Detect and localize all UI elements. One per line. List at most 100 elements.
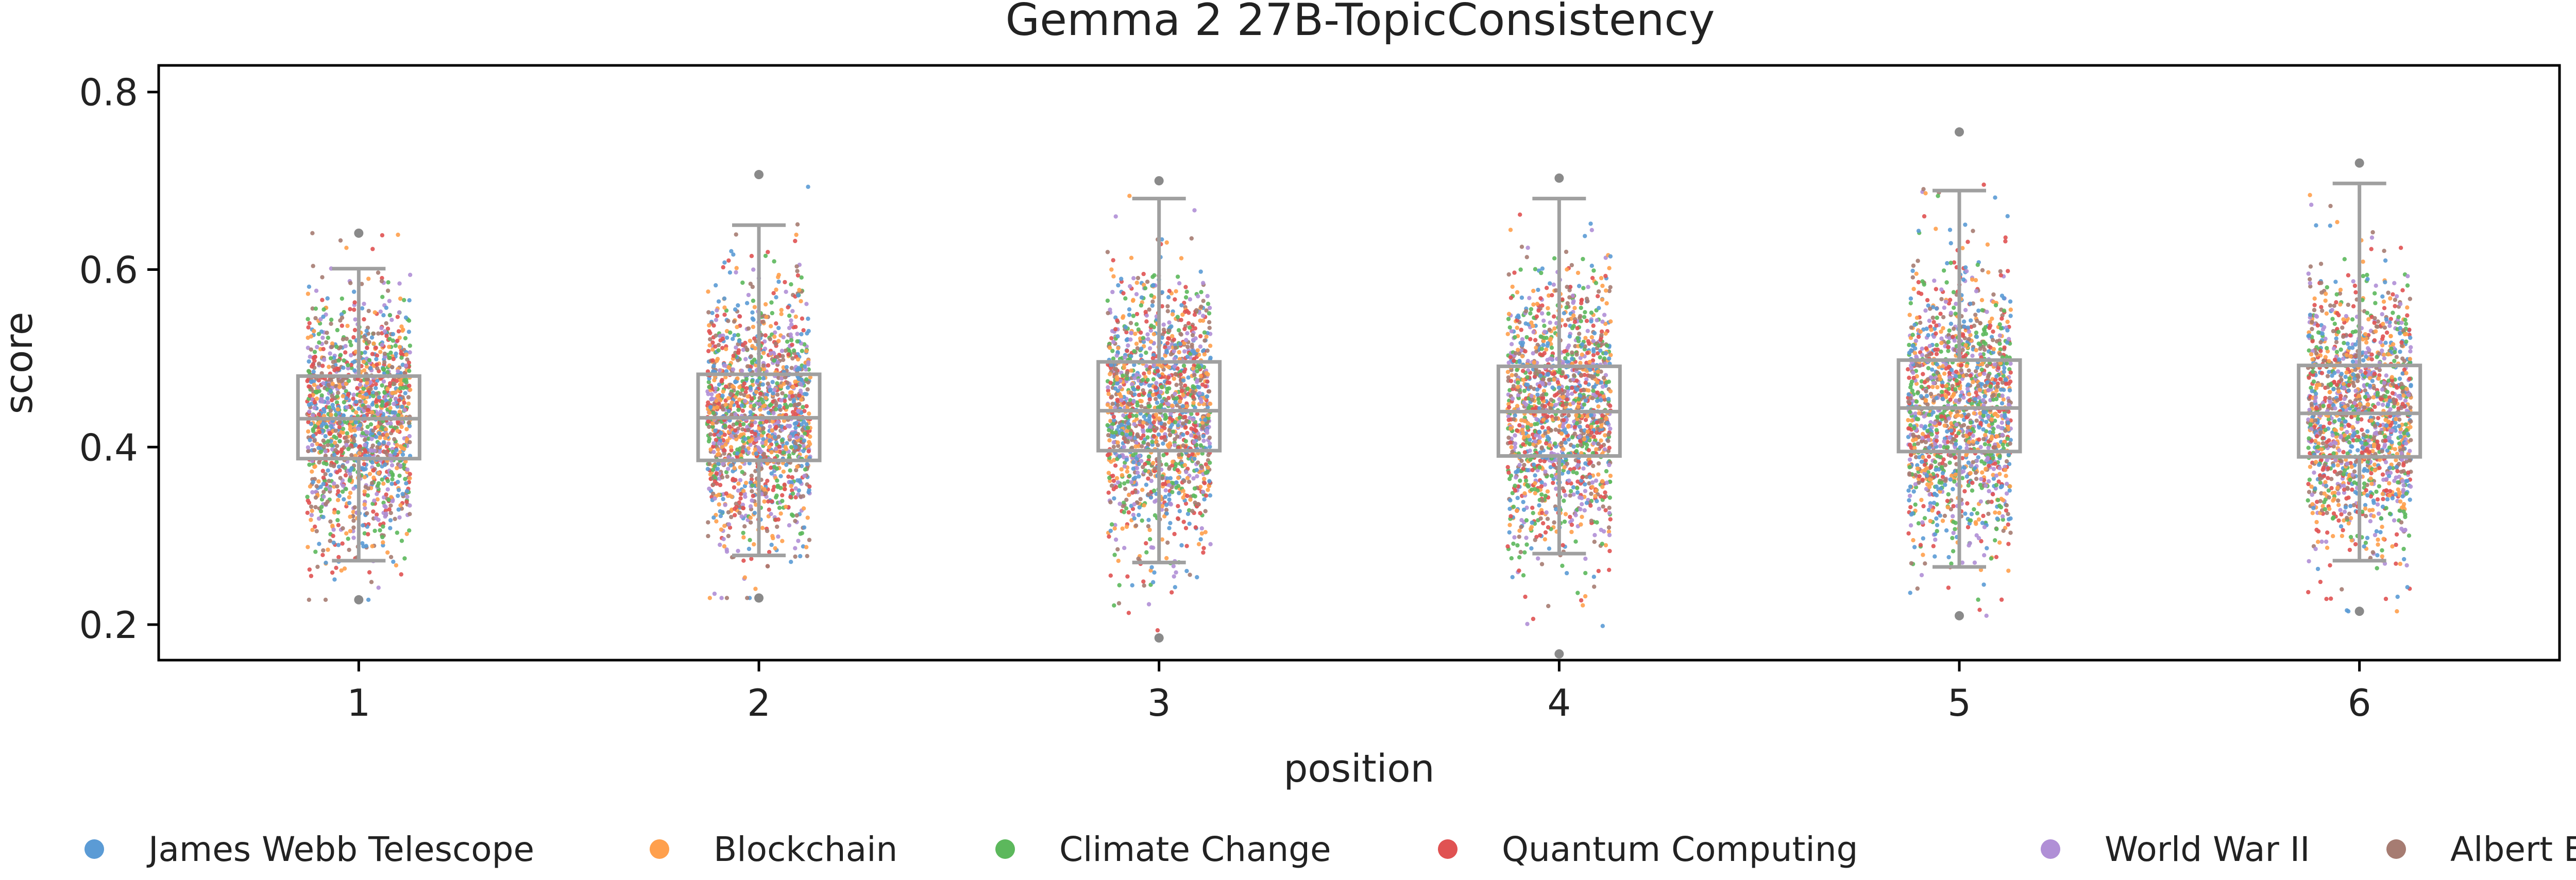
data-point: [773, 517, 778, 522]
data-point: [765, 528, 770, 533]
data-point: [771, 536, 775, 541]
data-point: [1531, 511, 1535, 515]
data-point: [1178, 341, 1182, 347]
data-point: [407, 298, 412, 303]
data-point: [391, 559, 396, 564]
data-point: [362, 489, 367, 494]
data-point: [726, 319, 731, 323]
data-point: [363, 485, 368, 489]
data-point: [397, 344, 402, 350]
data-point: [1125, 370, 1130, 375]
data-point: [316, 332, 321, 336]
data-point: [706, 533, 710, 539]
data-point: [1128, 284, 1132, 289]
data-point: [1208, 343, 1213, 348]
data-point: [371, 468, 376, 473]
data-point: [1150, 274, 1155, 279]
data-point: [385, 550, 390, 555]
data-point: [1147, 346, 1153, 351]
data-point: [1198, 334, 1203, 339]
data-point: [787, 314, 792, 318]
data-point: [336, 510, 341, 515]
data-point: [353, 317, 358, 322]
data-point: [1205, 394, 1210, 399]
data-point: [1591, 463, 1596, 469]
data-point: [1206, 488, 1210, 492]
data-point: [340, 489, 345, 494]
data-point: [736, 407, 741, 412]
data-point: [1201, 546, 1206, 550]
data-point: [309, 504, 314, 509]
data-point: [1192, 486, 1197, 491]
data-point: [314, 484, 319, 489]
data-point: [726, 258, 731, 263]
data-point: [706, 289, 710, 294]
data-point: [1173, 400, 1178, 405]
data-point: [1167, 433, 1173, 438]
data-point: [766, 499, 771, 504]
data-point: [307, 409, 312, 414]
data-point: [380, 403, 384, 408]
data-point: [331, 527, 336, 532]
data-point: [309, 517, 313, 522]
data-point: [1200, 424, 1205, 429]
data-point: [1116, 601, 1122, 606]
data-point: [341, 464, 345, 469]
data-point: [330, 341, 335, 346]
data-point: [375, 404, 379, 408]
data-point: [761, 351, 766, 355]
data-point: [1183, 526, 1189, 530]
data-point: [1183, 425, 1188, 429]
data-point: [390, 477, 395, 481]
data-point: [310, 508, 314, 513]
data-point: [310, 306, 315, 311]
data-point: [305, 510, 310, 515]
data-point: [762, 403, 767, 408]
data-point: [775, 355, 780, 359]
data-point: [1179, 389, 1184, 393]
data-point: [383, 505, 388, 509]
data-point: [375, 366, 380, 371]
data-point: [733, 307, 738, 312]
data-point: [750, 316, 755, 321]
data-point: [1172, 364, 1177, 369]
data-point: [321, 515, 326, 520]
data-point: [727, 270, 733, 275]
data-point: [806, 329, 811, 334]
data-point: [1108, 307, 1112, 312]
data-point: [761, 367, 767, 372]
data-point: [1181, 378, 1186, 383]
data-point: [1139, 303, 1144, 308]
data-point: [384, 402, 389, 407]
data-point: [774, 493, 779, 498]
data-point: [381, 440, 386, 445]
data-point: [379, 326, 384, 331]
data-point: [801, 328, 806, 333]
data-point: [326, 335, 330, 340]
data-point: [706, 419, 711, 424]
data-point: [386, 497, 391, 502]
data-point: [371, 390, 376, 395]
data-point: [1145, 280, 1150, 284]
data-point: [1124, 457, 1129, 462]
data-point: [1146, 492, 1151, 497]
data-point: [1592, 584, 1597, 589]
data-point: [1575, 591, 1580, 595]
data-point: [1207, 435, 1212, 440]
data-point: [770, 428, 774, 433]
data-point: [1183, 415, 1188, 420]
data-point: [805, 462, 809, 467]
data-point: [1139, 295, 1144, 300]
data-point: [1534, 314, 1539, 319]
data-point: [329, 344, 334, 350]
data-point: [384, 305, 388, 310]
data-point: [363, 442, 367, 447]
data-point: [308, 393, 312, 398]
data-point: [793, 445, 798, 450]
data-point: [1202, 330, 1207, 335]
data-point: [1600, 297, 1605, 302]
data-point: [309, 574, 314, 578]
data-point: [1191, 384, 1195, 389]
data-point: [1563, 512, 1568, 516]
data-point: [766, 363, 771, 368]
